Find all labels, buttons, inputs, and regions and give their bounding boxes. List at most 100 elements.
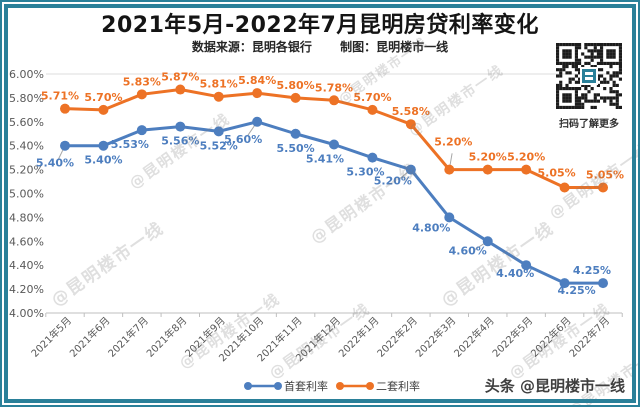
data-point <box>98 140 109 151</box>
data-label: 5.83% <box>123 75 161 88</box>
data-point <box>60 103 70 114</box>
data-point <box>290 92 301 103</box>
data-label: 5.78% <box>315 81 353 94</box>
data-label: 5.05% <box>538 167 576 180</box>
legend-item-1: 二套利率 <box>336 379 420 393</box>
data-point <box>405 164 416 175</box>
credit-label: 制图：昆明楼市一线 <box>340 40 449 54</box>
subtitle: 数据来源：昆明各银行 制图：昆明楼市一线 <box>0 38 640 55</box>
data-label: 5.20% <box>374 175 412 188</box>
legend-marker <box>244 382 252 390</box>
data-label: 5.20% <box>469 151 507 164</box>
y-axis-label: 4.00% <box>9 307 44 320</box>
data-point <box>559 182 570 193</box>
data-point <box>213 91 224 102</box>
data-label: 5.80% <box>276 79 314 92</box>
data-point <box>521 164 532 175</box>
data-source-label: 数据来源：昆明各银行 <box>191 40 312 54</box>
legend-label: 首套利率 <box>284 379 328 393</box>
page-title: 2021年5月-2022年7月昆明房贷利率变化 <box>101 13 539 38</box>
data-label: 5.40% <box>36 157 74 170</box>
y-axis-label: 5.40% <box>9 140 44 153</box>
legend-marker <box>336 382 344 390</box>
data-point <box>367 104 378 115</box>
data-point <box>405 119 416 130</box>
data-label: 5.56% <box>161 135 199 148</box>
data-point <box>290 128 301 139</box>
qr-caption: 扫码了解更多 <box>559 119 619 130</box>
data-label: 4.80% <box>412 221 450 234</box>
data-label: 5.20% <box>507 151 545 164</box>
y-axis-label: 4.80% <box>9 211 44 224</box>
y-axis-label: 5.80% <box>9 92 44 105</box>
qr-block: 扫码了解更多 <box>553 43 625 130</box>
data-point <box>98 104 109 115</box>
data-point <box>598 278 609 289</box>
data-label: 5.71% <box>41 90 79 103</box>
data-point <box>136 89 147 100</box>
data-label: 5.40% <box>84 154 122 167</box>
x-axis-label: 2022年3月 <box>413 314 459 360</box>
data-point <box>444 212 455 223</box>
y-axis-label: 5.20% <box>9 164 44 177</box>
x-axis-label: 2022年2月 <box>374 314 420 360</box>
brand-watermark: 头条 @昆明楼市一线 <box>484 377 625 395</box>
x-axis-label: 2021年8月 <box>144 314 190 360</box>
data-point <box>213 126 224 137</box>
y-axis-label: 5.60% <box>9 116 44 129</box>
data-point <box>367 152 378 163</box>
y-axis-label: 4.60% <box>9 235 44 248</box>
data-label: 4.25% <box>573 264 611 277</box>
data-label: 5.50% <box>276 142 314 155</box>
legend-marker <box>274 382 282 390</box>
data-label: 5.60% <box>224 133 262 146</box>
x-axis-label: 2021年6月 <box>67 314 113 360</box>
x-axis-label: 2022年1月 <box>336 314 382 360</box>
data-label: 5.81% <box>200 78 238 91</box>
data-label: 5.30% <box>346 166 384 179</box>
data-point <box>598 182 609 193</box>
data-label: 5.05% <box>586 169 624 182</box>
data-point <box>136 125 147 136</box>
data-label: 5.52% <box>200 139 238 152</box>
data-label: 5.70% <box>353 91 391 104</box>
series-1-second-home-rate: 5.71% 5.70%5.83% 5.87%5.81% 5.84% 5.80% 5.78%… <box>41 71 624 193</box>
data-point <box>60 140 70 151</box>
data-label: 4.60% <box>449 244 487 257</box>
data-point <box>521 260 532 271</box>
legend-label: 二套利率 <box>376 379 420 393</box>
data-label: 4.25% <box>558 284 596 297</box>
data-label: 5.53% <box>111 138 149 151</box>
data-point <box>252 116 263 127</box>
data-label: 5.70% <box>84 91 122 104</box>
x-axis-label: 2021年7月 <box>105 314 151 360</box>
data-point <box>482 164 493 175</box>
data-label: 5.20% <box>434 136 472 149</box>
data-point <box>175 121 186 132</box>
series-0-first-home-rate: 5.40% 5.40% 5.53% 5.56% 5.52%5.60% 5.50%5.41%… <box>36 116 611 297</box>
data-point <box>444 164 455 175</box>
y-axis-label: 6.00% <box>9 68 44 81</box>
data-label: 5.84% <box>238 74 276 87</box>
x-axis-label: 2022年6月 <box>528 314 574 360</box>
legend-marker <box>366 382 374 390</box>
x-axis-label: 2022年5月 <box>489 314 535 360</box>
y-axis-label: 5.00% <box>9 188 44 201</box>
x-axis-label: 2022年4月 <box>451 314 497 360</box>
data-point <box>175 84 186 95</box>
data-label: 5.87% <box>161 71 199 84</box>
data-point <box>252 88 263 99</box>
x-axis-label: 2021年5月 <box>28 314 74 360</box>
data-point <box>329 95 340 106</box>
legend-item-0: 首套利率 <box>244 379 328 393</box>
data-label: 4.40% <box>496 267 534 280</box>
data-label: 5.58% <box>392 105 430 118</box>
data-point <box>329 139 340 150</box>
data-point <box>559 278 570 289</box>
x-axis-label: 2022年7月 <box>566 314 612 360</box>
y-axis-label: 4.40% <box>9 259 44 272</box>
data-label: 5.41% <box>306 153 344 166</box>
y-axis-label: 4.20% <box>9 283 44 296</box>
